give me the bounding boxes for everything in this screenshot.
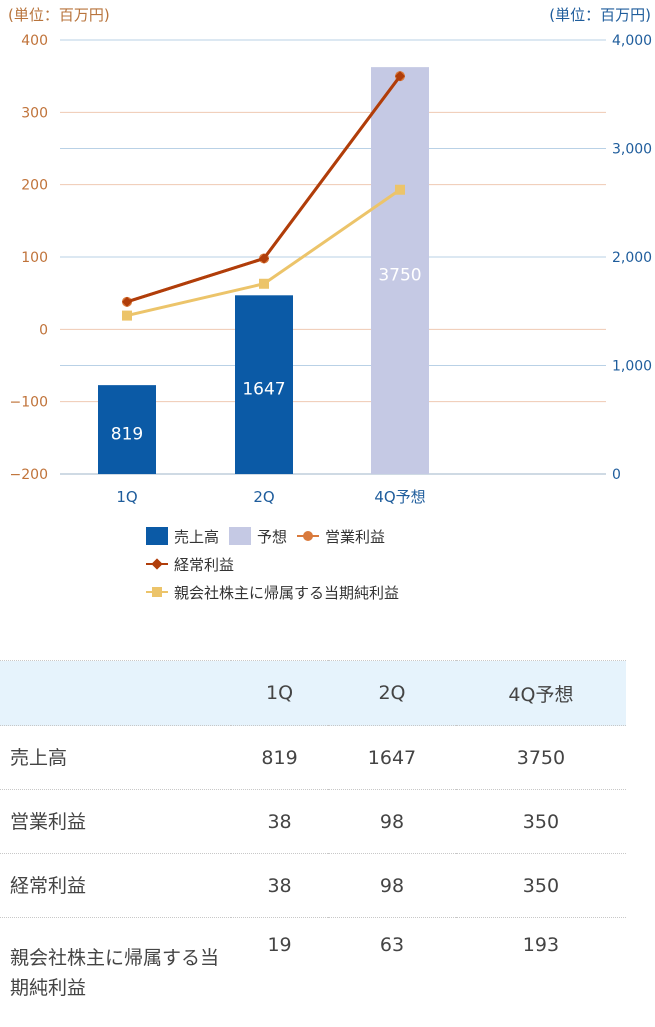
bar-data-label: 3750 — [378, 266, 421, 286]
left-axis-tick-label: 300 — [21, 105, 48, 121]
left-axis-tick-label: 0 — [39, 322, 48, 338]
table-header-cell: 2Q — [328, 661, 456, 726]
series-point — [259, 279, 269, 289]
right-axis-tick-label: 3,000 — [612, 142, 652, 158]
series-line-1 — [127, 76, 400, 302]
chart-legend: 売上高 予想 営業利益 経常利益 親会社株主に帰属する当期純利益 — [146, 522, 409, 606]
bar-data-label: 819 — [111, 425, 143, 445]
legend-label-ordinary-profit: 経常利益 — [174, 554, 234, 575]
left-axis-tick-label: 200 — [21, 178, 48, 194]
right-axis-tick-label: 2,000 — [612, 250, 652, 266]
x-axis-category-label: 1Q — [116, 488, 137, 506]
legend-swatch-ordinary-profit — [146, 555, 168, 573]
table-cell: 819 — [231, 726, 328, 790]
table-row: 売上高 819 1647 3750 — [0, 726, 626, 790]
table-row-label: 営業利益 — [0, 790, 231, 854]
legend-label-net-income: 親会社株主に帰属する当期純利益 — [174, 582, 399, 603]
legend-swatch-sales — [146, 527, 168, 545]
legend-item-operating-profit: 営業利益 — [297, 526, 385, 547]
series-line-2 — [127, 76, 400, 302]
legend-item-net-income: 親会社株主に帰属する当期純利益 — [146, 582, 399, 603]
table-cell: 63 — [328, 918, 456, 1027]
series-point — [122, 311, 132, 321]
table-row-label: 売上高 — [0, 726, 231, 790]
x-axis-category-label: 4Q予想 — [374, 488, 425, 506]
table-row: 経常利益 38 98 350 — [0, 854, 626, 918]
right-axis-tick-label: 1,000 — [612, 359, 652, 375]
table-row: 親会社株主に帰属する当期純利益 19 63 193 — [0, 918, 626, 1027]
x-axis-category-label: 2Q — [253, 488, 274, 506]
legend-label-forecast: 予想 — [257, 526, 287, 547]
table-row-label: 経常利益 — [0, 854, 231, 918]
legend-label-operating-profit: 営業利益 — [325, 526, 385, 547]
table-cell: 19 — [231, 918, 328, 1027]
table-cell: 350 — [456, 790, 626, 854]
table-cell: 350 — [456, 854, 626, 918]
legend-item-forecast: 予想 — [229, 526, 287, 547]
left-axis-tick-label: 400 — [21, 33, 48, 49]
table-cell: 38 — [231, 790, 328, 854]
sales-profit-chart: −200 −100 0 100 200 300 400 0 1,000 2,000 3,000 4,0… — [0, 0, 655, 520]
left-axis-tick-label: −200 — [10, 467, 48, 483]
table-header-cell: 1Q — [231, 661, 328, 726]
legend-swatch-forecast — [229, 527, 251, 545]
table-header-cell — [0, 661, 231, 726]
table-cell: 98 — [328, 790, 456, 854]
table-row-label: 親会社株主に帰属する当期純利益 — [0, 918, 231, 1027]
table-cell: 3750 — [456, 726, 626, 790]
bar-data-label: 1647 — [242, 380, 285, 400]
series-point — [395, 185, 405, 195]
table-cell: 1647 — [328, 726, 456, 790]
table-header-row: 1Q 2Q 4Q予想 — [0, 661, 626, 726]
right-axis-tick-label: 4,000 — [612, 33, 652, 49]
legend-swatch-operating-profit — [297, 527, 319, 545]
legend-item-sales: 売上高 — [146, 526, 219, 547]
table-row: 営業利益 38 98 350 — [0, 790, 626, 854]
legend-item-ordinary-profit: 経常利益 — [146, 554, 234, 575]
legend-label-sales: 売上高 — [174, 526, 219, 547]
legend-swatch-net-income — [146, 583, 168, 601]
left-axis-tick-label: −100 — [10, 395, 48, 411]
table-cell: 98 — [328, 854, 456, 918]
table-cell: 38 — [231, 854, 328, 918]
right-axis-tick-label: 0 — [612, 467, 621, 483]
results-table: 1Q 2Q 4Q予想 売上高 819 1647 3750 営業利益 38 98 … — [0, 660, 626, 1027]
left-axis-tick-label: 100 — [21, 250, 48, 266]
table-cell: 193 — [456, 918, 626, 1027]
table-header-cell: 4Q予想 — [456, 661, 626, 726]
